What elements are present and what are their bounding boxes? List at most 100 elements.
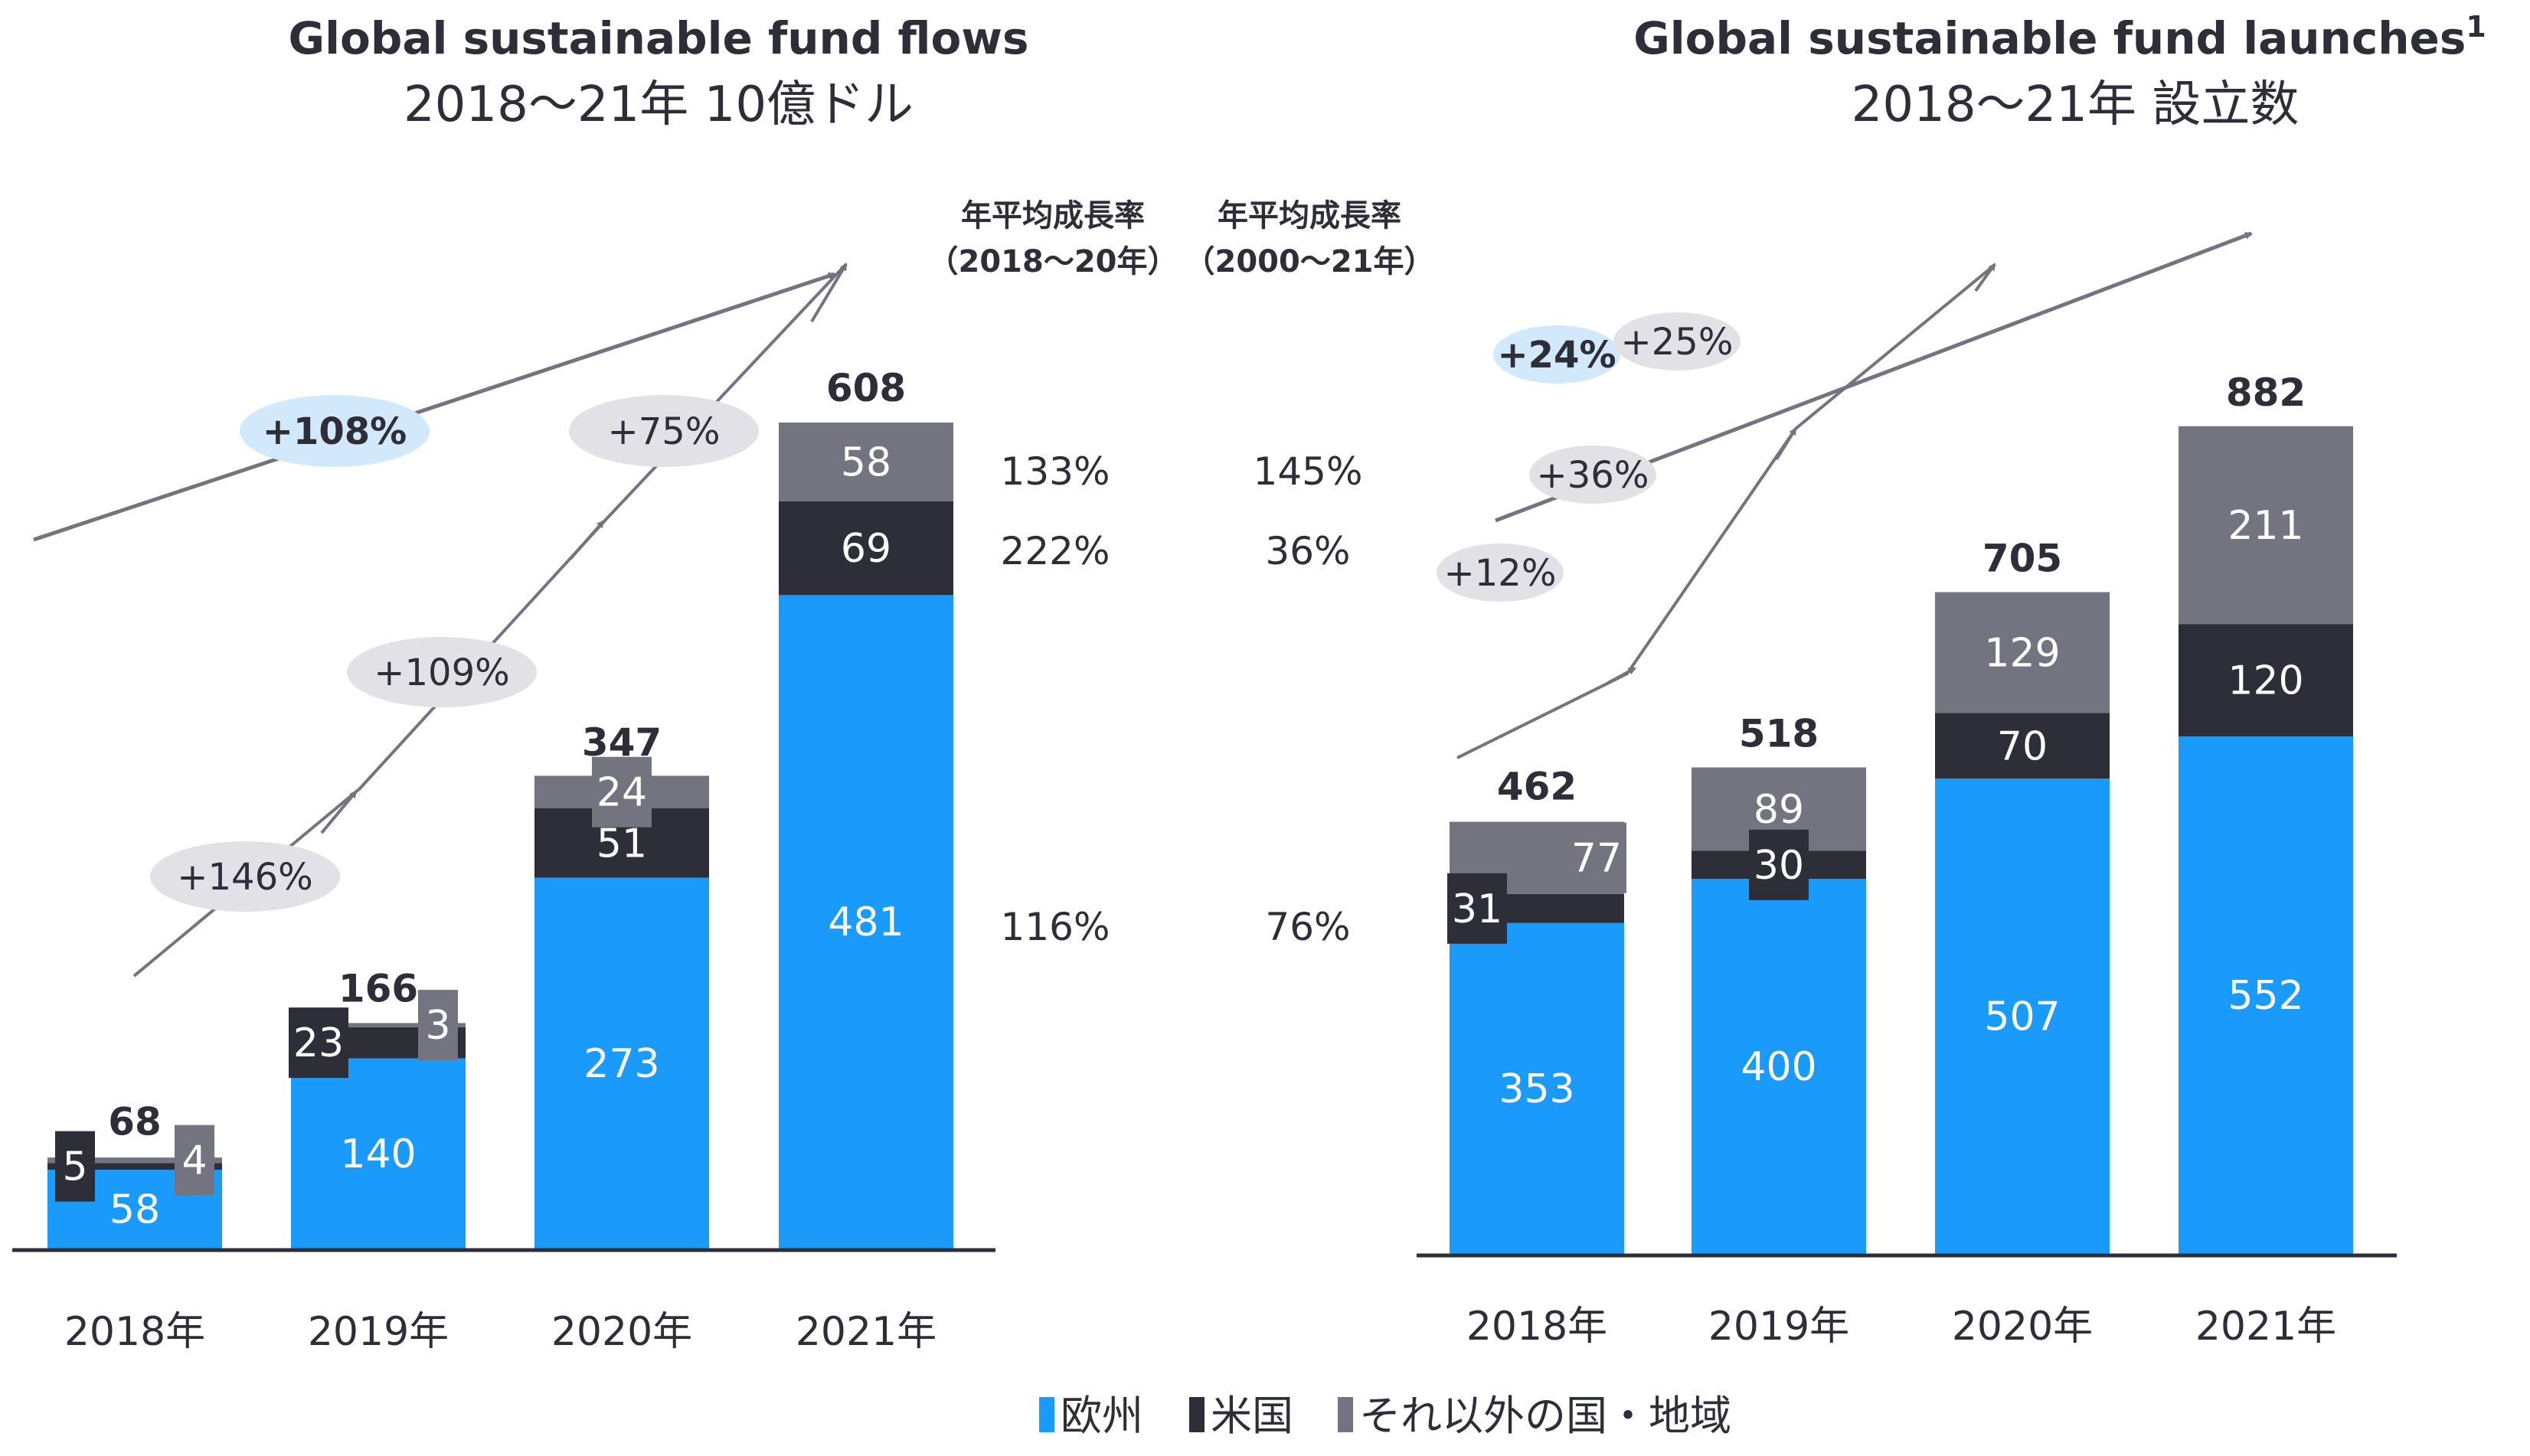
left-total-growth-label: +108%	[263, 410, 407, 453]
cagr-other-2000-21: 145%	[1254, 449, 1363, 494]
right-label-chip-us-2018年	[1447, 873, 1507, 944]
left-total-label-2020年: 347	[582, 720, 662, 765]
right-total-label-2018年: 462	[1497, 764, 1577, 808]
left-label-chip-other-2019年	[418, 990, 458, 1061]
right-bar-us-2021年	[2179, 624, 2353, 737]
right-bar-europe-2018年	[1450, 922, 1624, 1254]
left-x-tick-2020年: 2020年	[551, 1309, 692, 1355]
left-bar-us-2018年	[47, 1163, 222, 1170]
left-yoy-bubble-1: +146%	[150, 841, 340, 912]
right-value-label-other-2019年: 89	[1754, 787, 1804, 833]
left-value-label-us-2019年: 23	[293, 1020, 344, 1066]
left-value-label-europe-2019年: 140	[340, 1131, 416, 1177]
right-x-tick-2021年: 2021年	[2195, 1304, 2336, 1350]
right-yoy-label-2: +36%	[1537, 454, 1649, 497]
cagr-europe-2018-20: 116%	[1001, 905, 1110, 949]
right-yoy-label-1: +12%	[1444, 552, 1557, 595]
right-chart-title: Global sustainable fund launches	[1633, 12, 2466, 64]
cagr-header-1-line2: （2018〜20年）	[928, 244, 1178, 279]
cagr-us-2000-21: 36%	[1265, 529, 1350, 573]
left-bar-europe-2020年	[534, 877, 709, 1249]
right-value-label-europe-2021年: 552	[2228, 973, 2303, 1019]
right-chart-title-group: Global sustainable fund launches1	[1633, 10, 2486, 64]
right-bar-europe-2021年	[2179, 736, 2353, 1254]
left-value-label-europe-2018年: 58	[110, 1187, 160, 1233]
left-value-label-other-2020年: 24	[597, 770, 647, 816]
cagr-other-2018-20: 133%	[1001, 449, 1110, 494]
right-total-label-2021年: 882	[2226, 371, 2306, 415]
legend-swatch-us	[1189, 1397, 1205, 1432]
left-yoy-label-3: +75%	[608, 410, 721, 453]
right-chart-bars: 353 31 77 462 2018年 400 30 89 518 2019年 507 70 129 70…	[1447, 371, 2353, 1350]
right-value-label-us-2019年: 30	[1754, 843, 1804, 889]
right-total-growth-label: +24%	[1497, 334, 1616, 377]
left-value-label-us-2021年: 69	[841, 526, 891, 572]
right-x-tick-2020年: 2020年	[1952, 1304, 2093, 1350]
left-value-label-europe-2020年: 273	[583, 1041, 659, 1087]
left-yoy-bubble-3: +75%	[569, 395, 759, 467]
right-x-tick-2019年: 2019年	[1708, 1304, 1849, 1350]
left-label-chip-other-2020年	[592, 756, 652, 828]
right-yoy-arrowhead-1	[1607, 667, 1636, 684]
right-value-label-us-2018年: 31	[1452, 886, 1502, 932]
legend-label-other: それ以外の国・地域	[1359, 1392, 1731, 1440]
left-yoy-label-2: +109%	[374, 651, 509, 694]
left-total-growth-arrow	[33, 272, 836, 542]
cagr-europe-2000-21: 76%	[1265, 905, 1350, 949]
left-bar-other-2019年	[291, 1023, 466, 1027]
right-yoy-arrowhead-2	[1775, 427, 1797, 461]
left-yoy-arrowhead-end	[810, 263, 848, 323]
right-label-chip-us-2019年	[1749, 829, 1809, 900]
right-value-label-us-2020年: 70	[1997, 723, 2048, 769]
legend-swatch-other	[1338, 1397, 1353, 1432]
left-yoy-bubble-2: +109%	[347, 637, 537, 707]
right-total-label-2019年: 518	[1739, 712, 1819, 756]
right-value-label-europe-2020年: 507	[1984, 994, 2060, 1040]
left-bar-other-2018年	[47, 1157, 222, 1164]
right-value-label-us-2021年: 120	[2228, 658, 2303, 704]
left-value-label-other-2019年: 3	[425, 1003, 450, 1049]
right-yoy-growth-arrow	[1456, 266, 1992, 759]
legend-item-other: それ以外の国・地域	[1338, 1392, 1731, 1440]
right-total-label-2020年: 705	[1982, 537, 2062, 581]
left-bar-europe-2019年	[291, 1058, 466, 1249]
left-value-label-other-2018年: 4	[181, 1138, 207, 1184]
legend-swatch-europe	[1039, 1397, 1054, 1432]
right-bar-europe-2020年	[1935, 779, 2110, 1254]
cagr-us-2018-20: 222%	[1001, 529, 1110, 573]
right-label-chip-other-2018年	[1567, 822, 1626, 893]
left-chart-subtitle: 2018〜21年 10億ドル	[404, 77, 914, 133]
left-x-tick-2021年: 2021年	[796, 1309, 936, 1355]
cagr-header-2-line2: （2000〜21年）	[1185, 244, 1435, 279]
right-value-label-europe-2018年: 353	[1499, 1066, 1574, 1112]
cagr-header-2-line1: 年平均成長率	[1218, 198, 1401, 233]
left-value-label-europe-2021年: 481	[828, 899, 904, 945]
left-bar-europe-2021年	[779, 595, 953, 1249]
right-chart-subtitle: 2018〜21年 設立数	[1852, 77, 2300, 133]
legend-label-us: 米国	[1211, 1392, 1293, 1440]
right-bar-europe-2019年	[1692, 879, 1866, 1254]
left-chart-title: Global sustainable fund flows	[289, 12, 1029, 64]
right-yoy-bubble-1: +12%	[1437, 544, 1564, 602]
right-value-label-other-2021年: 211	[2228, 503, 2303, 549]
left-x-tick-2019年: 2019年	[308, 1309, 449, 1355]
left-bar-us-2021年	[779, 501, 953, 596]
right-bar-other-2020年	[1935, 592, 2110, 713]
right-bar-us-2020年	[1935, 713, 2110, 779]
left-value-label-other-2021年: 58	[841, 439, 891, 485]
left-total-label-2018年: 68	[108, 1099, 162, 1144]
right-yoy-bubble-2: +36%	[1529, 446, 1656, 504]
left-label-chip-other-2018年	[175, 1125, 214, 1196]
left-total-growth-bubble: +108%	[240, 395, 430, 467]
right-yoy-bubble-3: +25%	[1613, 312, 1741, 371]
left-value-label-us-2020年: 51	[597, 821, 647, 867]
legend-label-europe: 欧州	[1061, 1392, 1143, 1440]
left-yoy-arrowhead-1	[320, 790, 358, 834]
left-total-label-2019年: 166	[338, 966, 418, 1010]
legend: 欧州 米国 それ以外の国・地域	[1039, 1392, 1731, 1440]
left-label-chip-us-2018年	[55, 1131, 95, 1202]
legend-item-europe: 欧州	[1039, 1392, 1143, 1440]
left-total-label-2021年: 608	[826, 366, 906, 410]
